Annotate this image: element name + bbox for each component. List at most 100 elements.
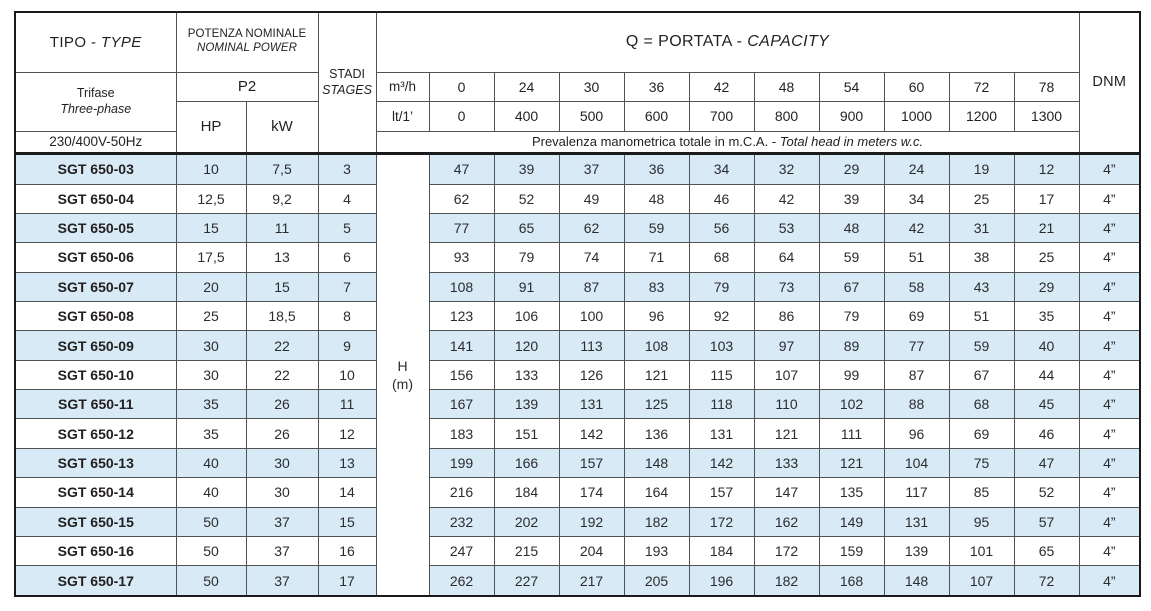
stages-cell: 15	[317, 506, 377, 537]
head-value-cell: 59	[623, 212, 690, 244]
model-cell: SGT 650-13	[14, 447, 177, 479]
head-value-cell: 31	[948, 212, 1015, 244]
stages-cell: 7	[317, 271, 377, 303]
flow-m3h-value: 0	[428, 71, 495, 102]
kw-cell: 30	[245, 477, 319, 508]
head-value-cell: 107	[948, 565, 1015, 597]
head-value-cell: 183	[428, 418, 495, 449]
head-value-cell: 67	[818, 271, 885, 303]
stages-cell: 8	[317, 301, 377, 332]
head-value-cell: 131	[883, 506, 950, 537]
head-value-cell: 62	[428, 183, 495, 214]
head-value-cell: 156	[428, 359, 495, 391]
model-cell: SGT 650-04	[14, 183, 177, 214]
flow-lt-value: 1000	[883, 100, 950, 132]
flow-m3h-value: 48	[753, 71, 820, 102]
head-value-cell: 69	[883, 301, 950, 332]
kw-cell: 22	[245, 330, 319, 361]
type-header: TIPO - TYPE	[14, 11, 177, 73]
head-value-cell: 36	[623, 151, 690, 185]
kw-cell: 11	[245, 212, 319, 244]
head-value-cell: 77	[883, 330, 950, 361]
head-value-cell: 192	[558, 506, 625, 537]
head-value-cell: 79	[688, 271, 755, 303]
head-value-cell: 100	[558, 301, 625, 332]
head-value-cell: 174	[558, 477, 625, 508]
dnm-header: DNM	[1078, 11, 1141, 154]
model-cell: SGT 650-14	[14, 477, 177, 508]
m3h-unit-label: m³/h	[375, 71, 430, 102]
head-value-cell: 79	[493, 242, 560, 273]
hp-cell: 25	[175, 301, 247, 332]
head-value-cell: 87	[883, 359, 950, 391]
head-value-cell: 40	[1013, 330, 1080, 361]
p2-header: P2	[175, 71, 319, 102]
model-cell: SGT 650-06	[14, 242, 177, 273]
model-cell: SGT 650-07	[14, 271, 177, 303]
model-cell: SGT 650-10	[14, 359, 177, 391]
head-value-cell: 65	[493, 212, 560, 244]
head-value-cell: 182	[623, 506, 690, 537]
head-value-cell: 56	[688, 212, 755, 244]
head-value-cell: 34	[883, 183, 950, 214]
stages-cell: 6	[317, 242, 377, 273]
dnm-value-cell: 4”	[1078, 271, 1141, 303]
head-value-cell: 87	[558, 271, 625, 303]
head-value-cell: 199	[428, 447, 495, 479]
head-value-cell: 115	[688, 359, 755, 391]
dnm-value-cell: 4”	[1078, 565, 1141, 597]
head-value-cell: 45	[1013, 389, 1080, 420]
stages-cell: 3	[317, 151, 377, 185]
head-value-cell: 205	[623, 565, 690, 597]
head-value-cell: 42	[753, 183, 820, 214]
head-value-cell: 92	[688, 301, 755, 332]
head-value-cell: 149	[818, 506, 885, 537]
stages-cell: 4	[317, 183, 377, 214]
capacity-header: Q = PORTATA - CAPACITY	[375, 11, 1080, 73]
head-value-cell: 39	[818, 183, 885, 214]
flow-m3h-value: 72	[948, 71, 1015, 102]
head-value-cell: 25	[1013, 242, 1080, 273]
head-value-cell: 17	[1013, 183, 1080, 214]
head-value-cell: 91	[493, 271, 560, 303]
head-value-cell: 106	[493, 301, 560, 332]
hp-header: HP	[175, 100, 247, 154]
head-value-cell: 21	[1013, 212, 1080, 244]
head-value-cell: 103	[688, 330, 755, 361]
head-value-cell: 102	[818, 389, 885, 420]
head-value-cell: 44	[1013, 359, 1080, 391]
dnm-value-cell: 4”	[1078, 535, 1141, 567]
head-value-cell: 184	[493, 477, 560, 508]
dnm-value-cell: 4”	[1078, 301, 1141, 332]
head-value-cell: 47	[1013, 447, 1080, 479]
head-value-cell: 135	[818, 477, 885, 508]
flow-lt-value: 600	[623, 100, 690, 132]
head-value-cell: 141	[428, 330, 495, 361]
flow-m3h-value: 54	[818, 71, 885, 102]
hp-cell: 12,5	[175, 183, 247, 214]
flow-m3h-value: 78	[1013, 71, 1080, 102]
head-value-cell: 51	[948, 301, 1015, 332]
head-value-cell: 133	[493, 359, 560, 391]
kw-cell: 26	[245, 389, 319, 420]
hp-cell: 35	[175, 418, 247, 449]
dnm-value-cell: 4”	[1078, 506, 1141, 537]
hp-cell: 15	[175, 212, 247, 244]
dnm-value-cell: 4”	[1078, 183, 1141, 214]
head-value-cell: 216	[428, 477, 495, 508]
kw-cell: 9,2	[245, 183, 319, 214]
model-cell: SGT 650-16	[14, 535, 177, 567]
head-value-cell: 157	[558, 447, 625, 479]
head-value-cell: 108	[623, 330, 690, 361]
hp-cell: 50	[175, 506, 247, 537]
kw-cell: 18,5	[245, 301, 319, 332]
head-value-cell: 19	[948, 151, 1015, 185]
dnm-value-cell: 4”	[1078, 212, 1141, 244]
stages-cell: 17	[317, 565, 377, 597]
head-value-cell: 72	[1013, 565, 1080, 597]
stages-cell: 16	[317, 535, 377, 567]
head-value-cell: 131	[688, 418, 755, 449]
kw-cell: 15	[245, 271, 319, 303]
head-value-cell: 157	[688, 477, 755, 508]
kw-cell: 30	[245, 447, 319, 479]
